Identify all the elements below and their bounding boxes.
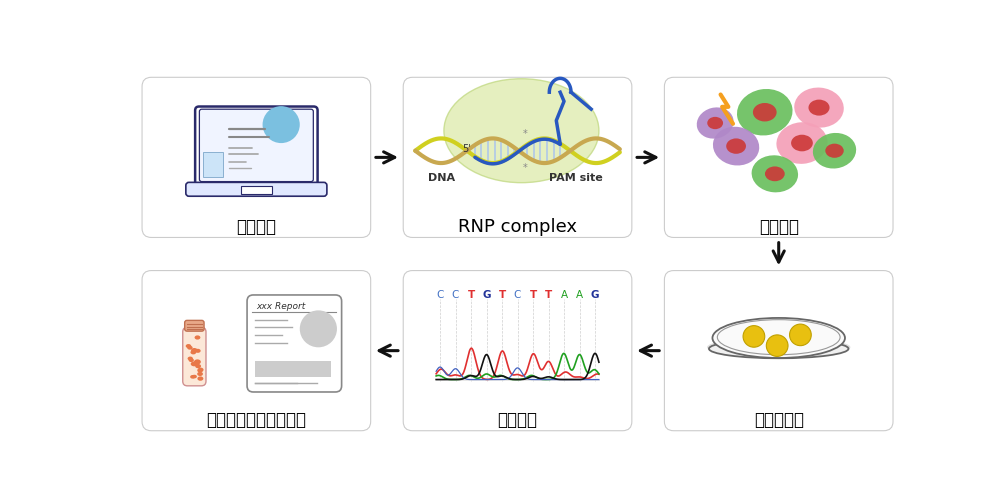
FancyBboxPatch shape: [247, 295, 342, 392]
FancyBboxPatch shape: [142, 77, 371, 237]
FancyBboxPatch shape: [195, 107, 318, 186]
Ellipse shape: [194, 362, 199, 366]
Ellipse shape: [195, 364, 201, 368]
Ellipse shape: [707, 337, 850, 357]
Circle shape: [790, 324, 811, 346]
FancyBboxPatch shape: [142, 271, 371, 431]
Ellipse shape: [444, 79, 599, 183]
FancyBboxPatch shape: [199, 109, 313, 182]
Text: 质检冻存（提供报告）: 质检冻存（提供报告）: [206, 411, 306, 429]
Text: DNA: DNA: [428, 173, 455, 183]
Ellipse shape: [197, 372, 203, 376]
FancyBboxPatch shape: [185, 320, 204, 331]
Ellipse shape: [752, 155, 798, 192]
Ellipse shape: [794, 88, 844, 128]
Ellipse shape: [813, 133, 856, 169]
Text: 测序验证: 测序验证: [498, 411, 538, 429]
Text: C: C: [514, 290, 521, 300]
Text: 单克隆形成: 单克隆形成: [754, 411, 804, 429]
Ellipse shape: [191, 348, 198, 353]
Ellipse shape: [726, 138, 746, 154]
FancyBboxPatch shape: [403, 77, 632, 237]
Ellipse shape: [776, 122, 828, 164]
Ellipse shape: [195, 349, 201, 353]
Ellipse shape: [791, 135, 813, 151]
Text: T: T: [545, 290, 552, 300]
Circle shape: [263, 106, 300, 143]
Ellipse shape: [825, 144, 844, 158]
Ellipse shape: [707, 117, 723, 129]
Ellipse shape: [709, 339, 848, 358]
Ellipse shape: [808, 100, 830, 116]
FancyBboxPatch shape: [183, 327, 206, 386]
FancyBboxPatch shape: [664, 77, 893, 237]
Ellipse shape: [187, 346, 193, 350]
Text: T: T: [498, 290, 506, 300]
Text: T: T: [529, 290, 537, 300]
Ellipse shape: [194, 359, 201, 364]
Text: C: C: [436, 290, 444, 300]
FancyBboxPatch shape: [403, 271, 632, 431]
Ellipse shape: [186, 344, 191, 348]
Text: RNP complex: RNP complex: [458, 218, 577, 236]
Ellipse shape: [713, 127, 759, 165]
FancyBboxPatch shape: [186, 183, 327, 196]
Text: 设计方案: 设计方案: [236, 218, 276, 236]
Circle shape: [766, 335, 788, 357]
Bar: [241, 186, 272, 194]
Ellipse shape: [192, 375, 197, 378]
Circle shape: [300, 310, 337, 348]
Circle shape: [743, 325, 765, 347]
Ellipse shape: [190, 350, 196, 355]
Ellipse shape: [197, 369, 203, 373]
Text: xxx Report: xxx Report: [256, 302, 306, 311]
Ellipse shape: [712, 318, 845, 358]
Bar: [202, 152, 223, 177]
Ellipse shape: [189, 358, 194, 362]
Bar: [255, 361, 331, 377]
Text: A: A: [576, 290, 583, 300]
Ellipse shape: [697, 107, 734, 139]
Text: *: *: [523, 129, 528, 139]
Text: 5': 5': [462, 144, 471, 154]
Ellipse shape: [195, 336, 200, 340]
Text: G: G: [591, 290, 599, 300]
FancyBboxPatch shape: [664, 271, 893, 431]
Text: T: T: [467, 290, 475, 300]
Text: 细胞转染: 细胞转染: [759, 218, 799, 236]
Ellipse shape: [198, 368, 204, 372]
Ellipse shape: [753, 103, 777, 121]
Text: G: G: [482, 290, 491, 300]
Ellipse shape: [197, 376, 203, 381]
Ellipse shape: [191, 362, 197, 366]
Text: A: A: [560, 290, 568, 300]
Ellipse shape: [188, 357, 193, 361]
Ellipse shape: [765, 166, 785, 181]
Text: *: *: [523, 162, 528, 173]
Ellipse shape: [737, 89, 793, 135]
Text: C: C: [452, 290, 459, 300]
Text: PAM site: PAM site: [549, 173, 603, 183]
Ellipse shape: [190, 375, 195, 379]
